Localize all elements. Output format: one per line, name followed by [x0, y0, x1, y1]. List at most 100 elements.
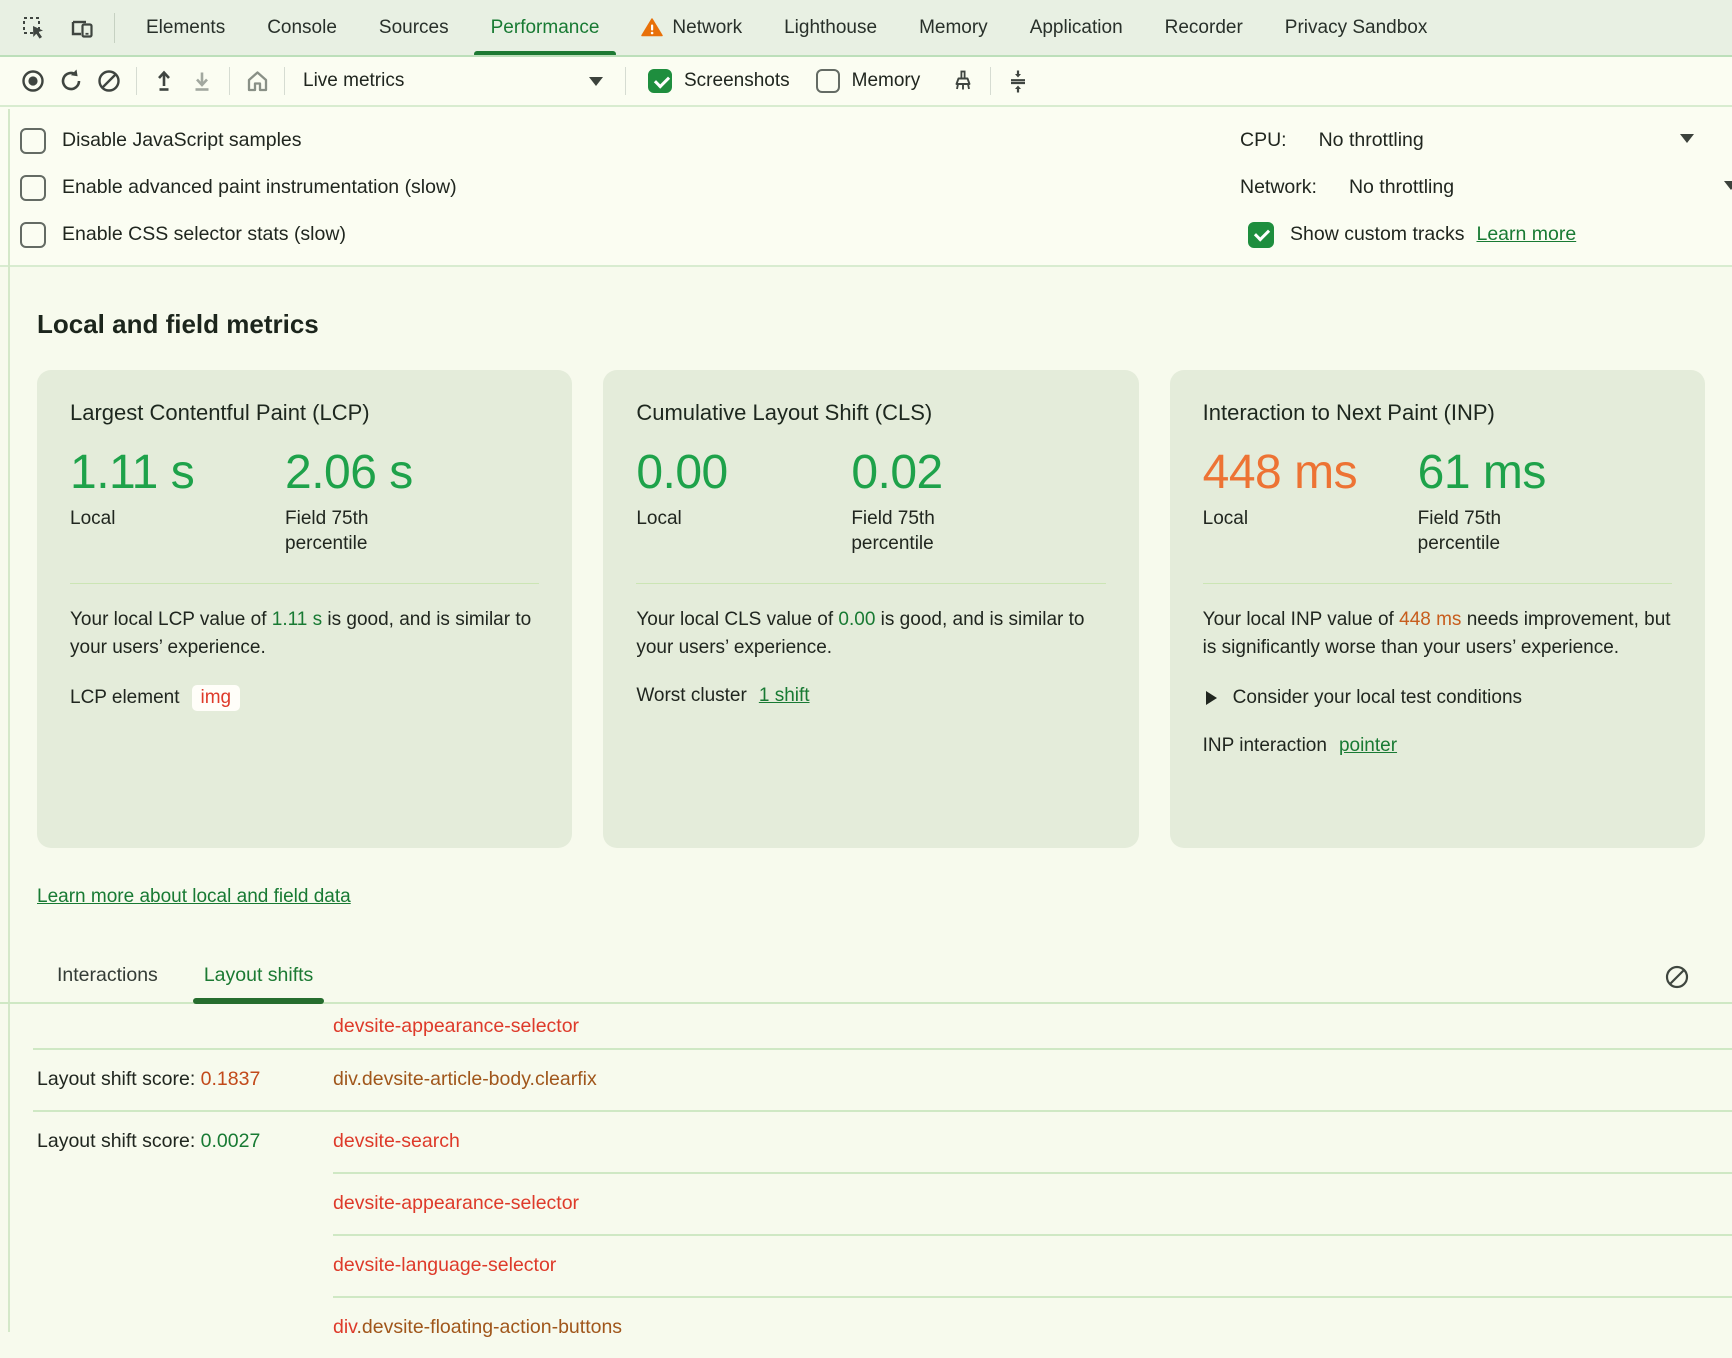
- tabbar-divider: [114, 12, 115, 43]
- inp-local-value: 448 ms: [1202, 446, 1358, 499]
- live-metrics-view: Local and field metrics Largest Contentf…: [0, 309, 1732, 848]
- upload-profile-button[interactable]: [145, 63, 183, 99]
- garbage-collect-icon[interactable]: [944, 63, 982, 99]
- custom-tracks-learn-more-link[interactable]: Learn more: [1476, 223, 1577, 245]
- tab-performance[interactable]: Performance: [470, 0, 621, 55]
- local-field-data-learn-more-link[interactable]: Learn more about local and field data: [37, 886, 351, 907]
- layout-shift-score-label: Layout shift score:: [37, 1129, 201, 1152]
- tab-memory[interactable]: Memory: [898, 0, 1009, 55]
- local-test-conditions-disclosure[interactable]: Consider your local test conditions: [1203, 687, 1672, 709]
- lcp-card: Largest Contentful Paint (LCP) 1.11 s Lo…: [37, 370, 573, 848]
- desc-text: Your local CLS value of: [636, 608, 839, 630]
- shifted-element-link[interactable]: .devsite-floating-action-buttons: [356, 1315, 623, 1338]
- capture-settings-pane: Disable JavaScript samples Enable advance…: [0, 107, 1732, 267]
- tab-elements[interactable]: Elements: [125, 0, 246, 55]
- field-label: Field 75th percentile: [1417, 508, 1502, 555]
- reload-record-button[interactable]: [52, 63, 90, 99]
- chevron-down-icon[interactable]: [1724, 181, 1732, 190]
- performance-toolbar: Live metrics Screenshots Memory: [0, 57, 1732, 107]
- toolbar-divider: [284, 67, 285, 95]
- home-icon[interactable]: [238, 63, 276, 99]
- memory-checkbox[interactable]: Memory: [815, 69, 920, 93]
- layout-shift-row: div.devsite-floating-action-buttons: [37, 1296, 1732, 1358]
- layout-shift-row: Layout shift score: 0.1837 div.devsite-ar…: [33, 1048, 1732, 1110]
- field-label: Field 75th percentile: [285, 508, 369, 555]
- cpu-throttling-row: CPU: No throttling: [1240, 117, 1732, 164]
- toolbar-divider: [136, 67, 137, 95]
- shifted-element-cell: devsite-search: [333, 1130, 460, 1153]
- shifted-element-link[interactable]: devsite-search: [333, 1129, 460, 1152]
- tab-network[interactable]: Network: [620, 0, 763, 55]
- inp-description: Your local INP value of 448 ms needs imp…: [1203, 606, 1672, 663]
- device-toolbar-icon[interactable]: [68, 14, 96, 42]
- capture-option-label: Disable JavaScript samples: [62, 129, 302, 151]
- section-heading: Local and field metrics: [37, 309, 319, 339]
- cpu-throttling-select[interactable]: No throttling: [1318, 129, 1424, 151]
- tab-label: Memory: [919, 16, 988, 38]
- live-metrics-label: Live metrics: [303, 70, 405, 91]
- desc-value: 1.11 s: [271, 608, 323, 630]
- network-throttling-select[interactable]: No throttling: [1348, 176, 1455, 198]
- inp-interaction-link[interactable]: pointer: [1338, 734, 1398, 756]
- warning-icon: [641, 18, 664, 37]
- inp-card: Interaction to Next Paint (INP) 448 ms L…: [1169, 370, 1705, 848]
- lcp-element-chip[interactable]: img: [191, 684, 241, 711]
- record-button[interactable]: [14, 63, 52, 99]
- shifted-element-link[interactable]: devsite-language-selector: [333, 1253, 557, 1276]
- layout-shift-row: devsite-appearance-selector: [37, 1172, 1732, 1234]
- shifted-element-link[interactable]: devsite-appearance-selector: [333, 1191, 580, 1214]
- checkbox-unchecked-icon: [20, 174, 46, 201]
- chevron-down-icon[interactable]: [1680, 134, 1694, 143]
- collapse-sections-icon[interactable]: [999, 63, 1037, 99]
- desc-value: 0.00: [838, 608, 876, 630]
- tab-console[interactable]: Console: [246, 0, 358, 55]
- capture-option-row[interactable]: Enable advanced paint instrumentation (s…: [0, 164, 1732, 211]
- tab-label: Performance: [490, 16, 600, 38]
- capture-option-label: Enable advanced paint instrumentation (s…: [62, 176, 457, 198]
- screenshots-label: Screenshots: [684, 70, 790, 91]
- tab-application[interactable]: Application: [1009, 0, 1144, 55]
- shifted-element-cell: div.devsite-article-body.clearfix: [333, 1068, 597, 1091]
- layout-shift-log: devsite-appearance-selector Layout shift …: [33, 1004, 1732, 1358]
- row-divider: [33, 1110, 1732, 1112]
- live-metrics-select[interactable]: Live metrics: [303, 70, 603, 92]
- chevron-down-icon: [589, 76, 603, 86]
- local-label: Local: [636, 508, 682, 530]
- show-custom-tracks-checkbox[interactable]: [1248, 221, 1274, 248]
- desc-text: is good, and is similar to your users’ e…: [636, 608, 1085, 659]
- log-tab-interactions[interactable]: Interactions: [57, 964, 158, 986]
- tab-sources[interactable]: Sources: [358, 0, 470, 55]
- row-divider: [333, 1234, 1732, 1236]
- capture-option-row[interactable]: Enable CSS selector stats (slow): [0, 211, 1732, 258]
- clear-button[interactable]: [90, 63, 128, 99]
- network-throttling-row: Network: No throttling: [1240, 164, 1732, 211]
- lcp-element-label: LCP element: [70, 686, 180, 708]
- capture-option-row[interactable]: Disable JavaScript samples: [0, 117, 1732, 164]
- tab-label: Sources: [378, 16, 449, 38]
- download-profile-button: [183, 63, 221, 99]
- tab-privacy-sandbox[interactable]: Privacy Sandbox: [1264, 0, 1449, 55]
- tab-recorder[interactable]: Recorder: [1144, 0, 1264, 55]
- inspect-element-icon[interactable]: [20, 14, 48, 42]
- log-tab-layout-shifts[interactable]: Layout shifts: [192, 964, 325, 1004]
- live-metrics-log-tabs: Interactions Layout shifts: [0, 956, 1732, 1004]
- tab-lighthouse[interactable]: Lighthouse: [763, 0, 898, 55]
- screenshots-checkbox[interactable]: Screenshots: [648, 69, 790, 93]
- tab-label: Console: [267, 16, 337, 38]
- desc-text: needs improvement, but is significantly …: [1202, 608, 1671, 659]
- shifted-element-link[interactable]: div: [333, 1315, 357, 1338]
- shifted-element-cell: div.devsite-floating-action-buttons: [333, 1316, 622, 1339]
- card-divider: [1202, 582, 1672, 584]
- checkbox-checked-icon: [648, 69, 672, 93]
- inp-card-title: Interaction to Next Paint (INP): [1202, 400, 1495, 425]
- lcp-card-title: Largest Contentful Paint (LCP): [70, 400, 370, 425]
- capture-option-label: Enable CSS selector stats (slow): [62, 223, 346, 245]
- worst-cluster-link[interactable]: 1 shift: [758, 684, 810, 706]
- shifted-element-link[interactable]: div.devsite-article-body.clearfix: [333, 1067, 597, 1090]
- layout-shift-row: Layout shift score: 0.0027 devsite-search: [33, 1110, 1732, 1172]
- tab-label: Application: [1029, 16, 1123, 38]
- layout-shift-score-value: 0.1837: [200, 1067, 261, 1090]
- shifted-element-link[interactable]: devsite-appearance-selector: [333, 1014, 580, 1037]
- clear-log-icon[interactable]: [1664, 964, 1690, 990]
- cls-card: Cumulative Layout Shift (CLS) 0.00 Local…: [603, 370, 1139, 848]
